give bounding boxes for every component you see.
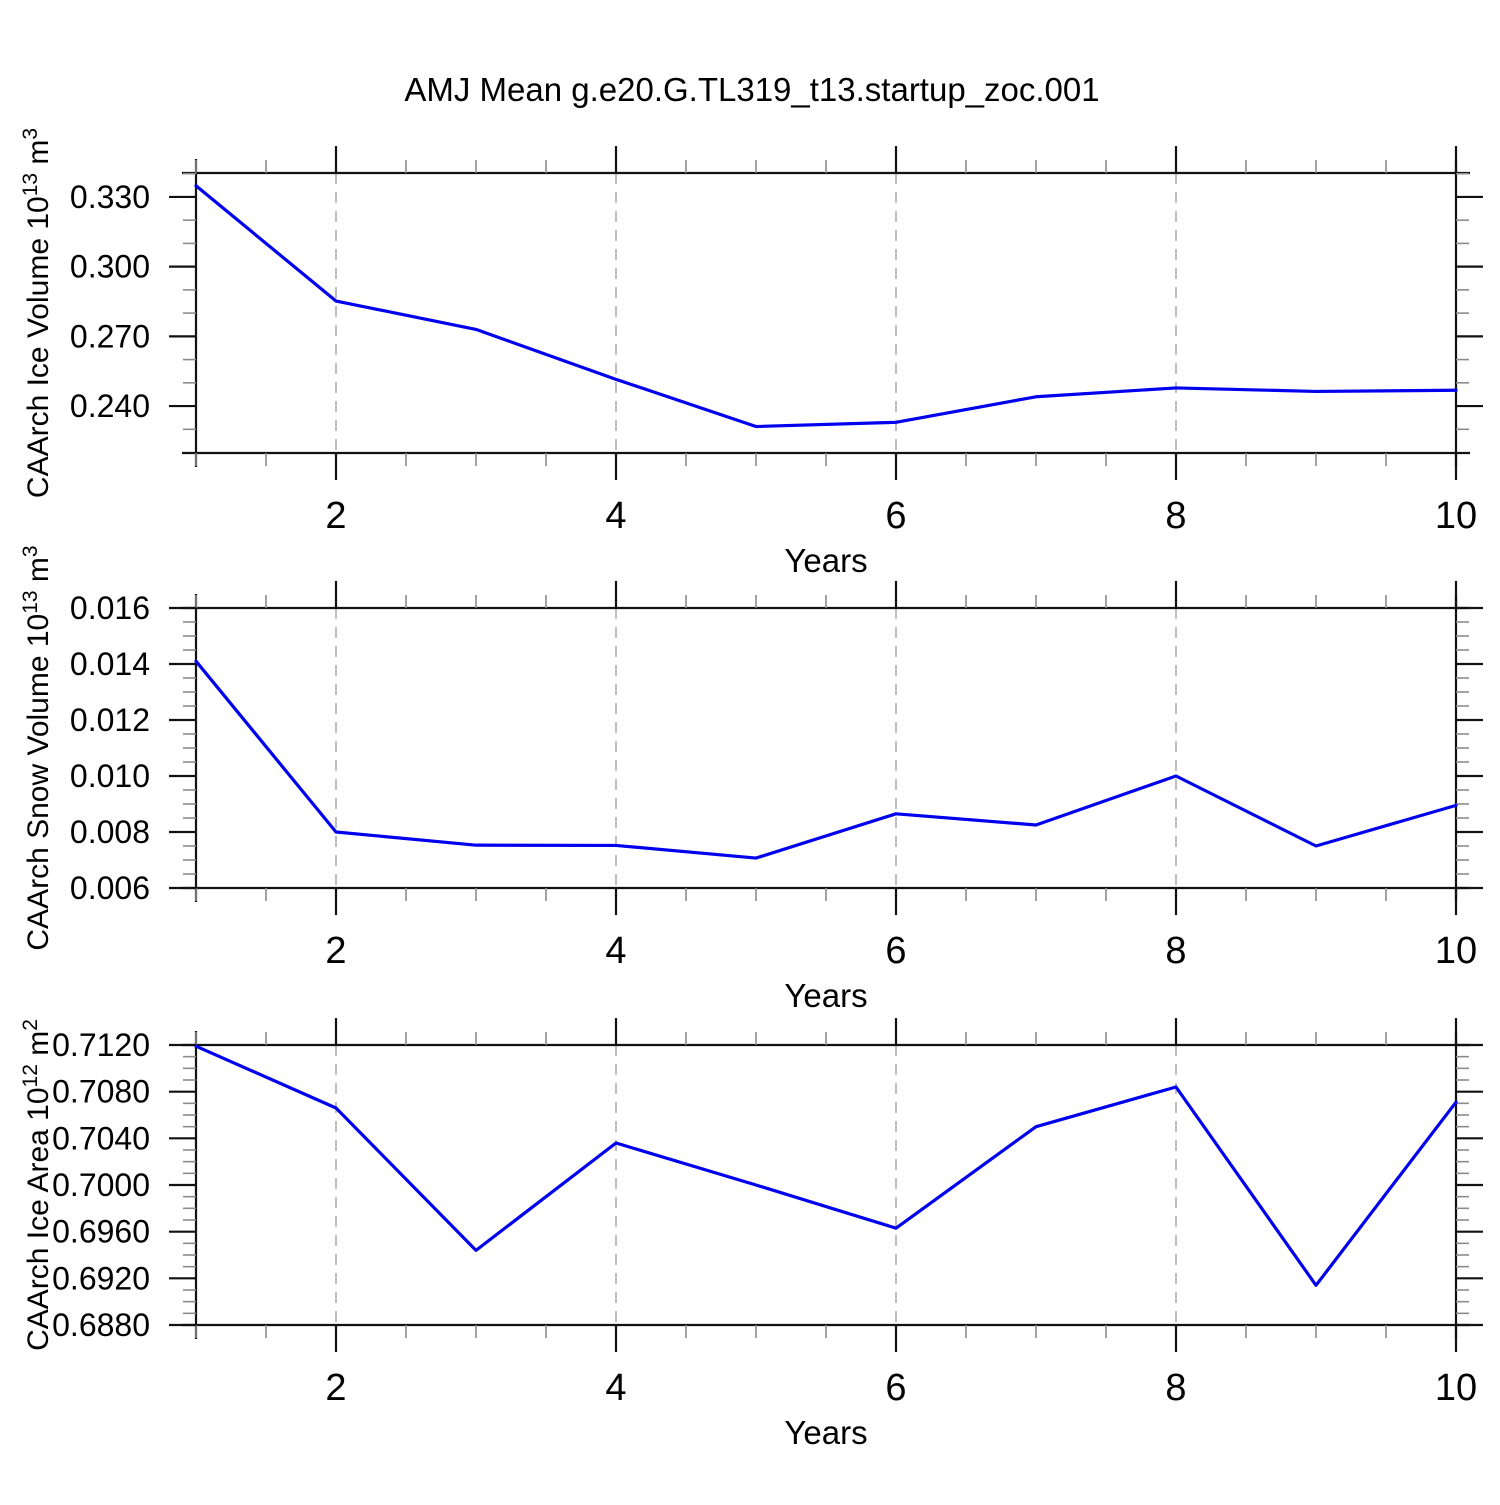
panel-ice-area: 0.7120 0.7080 0.7040 0.7000 0.6960 0.6920 0.68… — [19, 1018, 1483, 1451]
y-tick-label: 0.6880 — [52, 1307, 150, 1343]
y-tick-label: 0.006 — [70, 870, 150, 906]
data-line-snow-volume — [194, 659, 1458, 860]
x-tick-label: 6 — [885, 930, 906, 972]
x-axis-title: Years — [784, 542, 867, 579]
x-tick-label: 10 — [1435, 1367, 1477, 1409]
y-tick-label: 0.6960 — [52, 1214, 150, 1250]
x-tick-label: 4 — [605, 495, 626, 537]
y-tick-label: 0.010 — [70, 758, 150, 794]
y-tick-label: 0.240 — [70, 388, 150, 424]
y-tick-label: 0.6920 — [52, 1260, 150, 1296]
x-tick-label: 6 — [885, 495, 906, 537]
data-line-ice-area — [194, 1044, 1458, 1287]
x-axis-title: Years — [784, 977, 867, 1014]
x-tick-label: 4 — [605, 1367, 626, 1409]
y-tick-label: 0.7080 — [52, 1074, 150, 1110]
y-tick-label: 0.016 — [70, 590, 150, 626]
y-tick-label: 0.7120 — [52, 1027, 150, 1063]
y-tick-label: 0.008 — [70, 814, 150, 850]
x-tick-label: 2 — [325, 930, 346, 972]
x-tick-label: 8 — [1165, 930, 1186, 972]
x-tick-label: 6 — [885, 1367, 906, 1409]
chart-title: AMJ Mean g.e20.G.TL319_t13.startup_zoc.0… — [404, 71, 1099, 108]
y-axis-title: CAArch Ice Volume 1013 m3 — [19, 128, 55, 498]
x-tick-label: 2 — [325, 1367, 346, 1409]
panel-ice-volume: 0.330 0.300 0.270 0.240 2 4 6 8 10 Years CAArch Ic… — [19, 128, 1483, 579]
data-line-ice-volume — [194, 184, 1458, 429]
x-tick-label: 8 — [1165, 1367, 1186, 1409]
x-tick-label: 10 — [1435, 930, 1477, 972]
y-tick-label: 0.270 — [70, 318, 150, 354]
x-tick-label: 4 — [605, 930, 626, 972]
panel-snow-volume: 0.016 0.014 0.012 0.010 0.008 0.006 2 4 6 8 10 Year… — [19, 545, 1483, 1014]
y-tick-label: 0.330 — [70, 179, 150, 215]
x-tick-label: 2 — [325, 495, 346, 537]
y-tick-label: 0.012 — [70, 702, 150, 738]
x-tick-label: 8 — [1165, 495, 1186, 537]
y-tick-label: 0.7040 — [52, 1120, 150, 1156]
y-axis-title: CAArch Snow Volume 1013 m3 — [19, 545, 55, 950]
y-tick-label: 0.300 — [70, 249, 150, 285]
x-axis-title: Years — [784, 1414, 867, 1451]
x-tick-label: 10 — [1435, 495, 1477, 537]
y-axis-title: CAArch Ice Area 1012 m2 — [19, 1019, 55, 1351]
y-tick-label: 0.7000 — [52, 1167, 150, 1203]
y-tick-label: 0.014 — [70, 646, 150, 682]
